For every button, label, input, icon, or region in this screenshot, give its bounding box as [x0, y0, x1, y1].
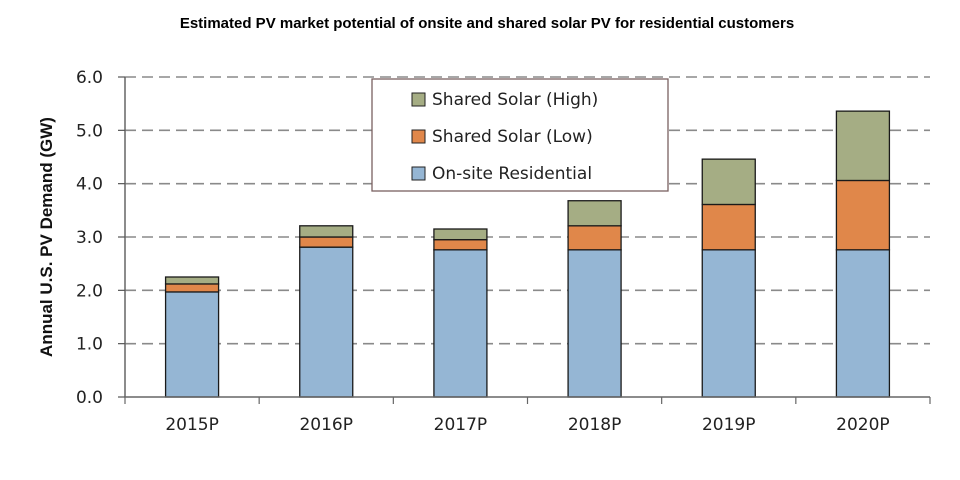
bar-shared-solar-high-2019p — [701, 158, 756, 206]
bar-shared-solar-low-2018p — [567, 225, 622, 251]
bar-shared-solar-low-2017p — [433, 239, 488, 251]
bar-shared-solar-low-2019p — [701, 203, 756, 251]
bar-shared-solar-high-2020p — [835, 110, 891, 182]
bar-shared-solar-low-2015p — [164, 283, 220, 293]
bar-on-site-residential-2017p — [433, 249, 488, 398]
bar-shared-solar-high-2017p — [433, 228, 488, 241]
y-tick-labels: 0.0 1.0 2.0 3.0 4.0 5.0 6.0 — [76, 68, 125, 408]
bar-shared-solar-low-2020p — [835, 179, 891, 251]
x-tick-label: 2019P — [702, 415, 756, 435]
legend-label: Shared Solar (High) — [432, 90, 598, 110]
y-tick-label: 5.0 — [76, 121, 103, 141]
bar-on-site-residential-2015p — [164, 291, 220, 398]
y-tick-label: 4.0 — [76, 175, 103, 195]
x-tick-label: 2015P — [165, 415, 219, 435]
y-axis-label: Annual U.S. PV Demand (GW) — [37, 117, 56, 357]
legend-swatch — [411, 129, 426, 144]
bar-on-site-residential-2016p — [299, 246, 354, 398]
y-tick-label: 3.0 — [76, 228, 103, 248]
bar-on-site-residential-2020p — [835, 249, 891, 398]
x-tick-labels: 2015P 2016P 2017P 2018P 2019P 2020P — [165, 415, 889, 435]
legend-swatch — [411, 92, 426, 107]
legend: Shared Solar (High) Shared Solar (Low) On-… — [371, 78, 669, 192]
legend-swatch — [411, 166, 426, 181]
bar-shared-solar-high-2016p — [299, 225, 354, 238]
x-tick-label: 2018P — [568, 415, 622, 435]
gridlines — [125, 76, 930, 345]
y-tick-label: 2.0 — [76, 281, 103, 301]
y-tick-label: 0.0 — [76, 388, 103, 408]
x-tick-label: 2020P — [836, 415, 890, 435]
x-tick-label: 2016P — [299, 415, 353, 435]
bar-shared-solar-high-2018p — [567, 200, 622, 227]
bar-on-site-residential-2018p — [567, 249, 622, 398]
bar-shared-solar-high-2015p — [164, 276, 220, 285]
y-tick-label: 6.0 — [76, 68, 103, 88]
chart-title: Estimated PV market potential of onsite … — [180, 15, 794, 32]
legend-label: On-site Residential — [432, 164, 592, 184]
bar-on-site-residential-2019p — [701, 249, 756, 398]
y-tick-label: 1.0 — [76, 335, 103, 355]
x-tick-label: 2017P — [434, 415, 488, 435]
bars — [164, 110, 891, 398]
legend-label: Shared Solar (Low) — [432, 127, 593, 147]
bar-shared-solar-low-2016p — [299, 236, 354, 248]
